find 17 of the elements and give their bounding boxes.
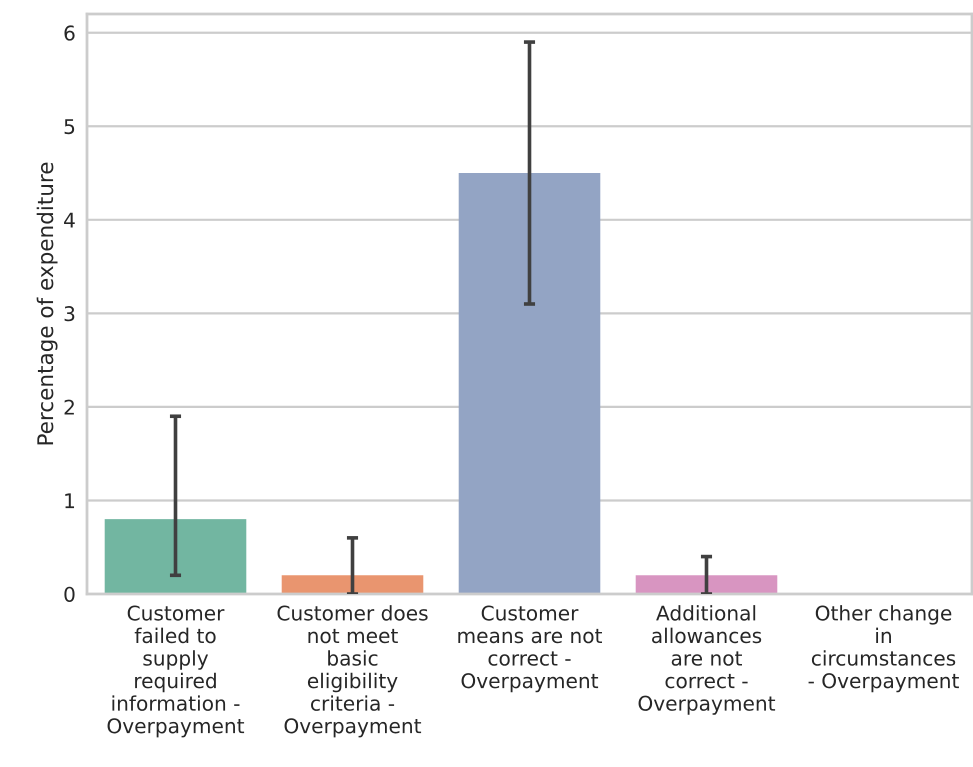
bar [458,173,600,594]
y-tick-label: 1 [65,493,74,508]
y-axis-title: Percentage of expenditure [36,162,58,444]
bar [104,519,246,594]
y-tick-label: 0 [64,586,75,602]
x-tick-label: Customer means are not correct - Overpayment [458,605,602,692]
bar [282,575,424,594]
y-tick-label: 4 [64,212,75,228]
y-tick-label: 6 [64,25,75,41]
x-tick-label: Other change in circumstances - Overpayment [808,605,959,692]
x-tick-label: Additional allowances are not correct - Overpayment [638,605,776,715]
x-tick-label: Customer does not meet basic eligibility criteria - Overpayment [278,605,428,738]
y-tick-label: 2 [64,400,74,415]
x-tick-label: Customer failed to supply required information - Overpayment [108,605,244,738]
bar [636,575,778,594]
y-tick-label: 3 [64,306,74,322]
y-tick-label: 5 [64,119,74,134]
